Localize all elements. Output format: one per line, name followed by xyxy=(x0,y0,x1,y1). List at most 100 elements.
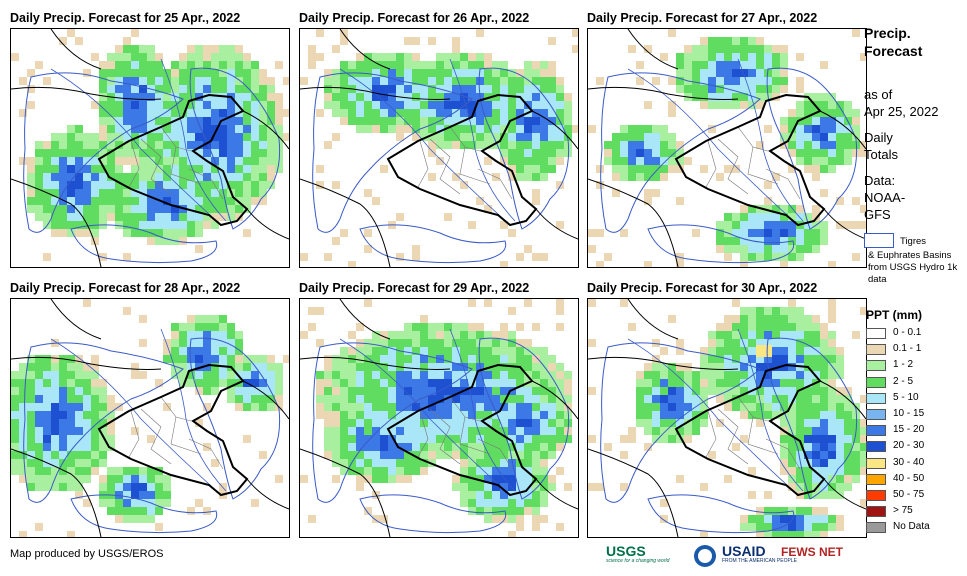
precip-cell xyxy=(852,221,860,229)
precip-cell xyxy=(35,435,43,443)
precip-cell xyxy=(476,459,484,467)
precip-cell xyxy=(540,355,548,363)
precip-cell xyxy=(436,133,444,141)
precip-cell xyxy=(131,363,139,371)
precip-cell xyxy=(548,443,556,451)
precip-cell xyxy=(444,85,452,93)
precip-cell xyxy=(316,53,324,61)
precip-cell xyxy=(772,323,780,331)
precip-cell xyxy=(91,173,99,181)
precip-cell xyxy=(51,459,59,467)
precip-cell xyxy=(484,347,492,355)
precip-cell xyxy=(812,435,820,443)
precip-cell xyxy=(316,395,324,403)
precip-cell xyxy=(35,451,43,459)
precip-cell xyxy=(628,435,636,443)
precip-cell xyxy=(804,467,812,475)
precip-cell xyxy=(804,245,812,253)
precip-cell xyxy=(508,467,516,475)
precip-cell xyxy=(756,213,764,221)
precip-cell xyxy=(780,125,788,133)
precip-cell xyxy=(492,125,500,133)
precip-cell xyxy=(139,173,147,181)
precip-cell xyxy=(844,483,852,491)
precip-cell xyxy=(27,387,35,395)
precip-cell xyxy=(660,403,668,411)
precip-cell xyxy=(828,101,836,109)
precip-cell xyxy=(67,197,75,205)
precip-map xyxy=(11,299,289,537)
precip-cell xyxy=(644,363,652,371)
precip-cell xyxy=(163,157,171,165)
precip-cell xyxy=(468,141,476,149)
precip-cell xyxy=(139,165,147,173)
precip-cell xyxy=(508,411,516,419)
precip-cell xyxy=(652,395,660,403)
precip-cell xyxy=(476,507,484,515)
precip-cell xyxy=(500,435,508,443)
precip-cell xyxy=(348,101,356,109)
precip-cell xyxy=(660,363,668,371)
precip-cell xyxy=(700,355,708,363)
precip-cell xyxy=(227,323,235,331)
precip-cell xyxy=(540,491,548,499)
precip-cell xyxy=(740,45,748,53)
precip-cell xyxy=(372,339,380,347)
precip-cell xyxy=(412,85,420,93)
province-boundary xyxy=(705,140,717,188)
precip-cell xyxy=(804,419,812,427)
precip-cell xyxy=(75,213,83,221)
precip-cell xyxy=(99,157,107,165)
precip-cell xyxy=(508,459,516,467)
precip-cell xyxy=(780,213,788,221)
precip-cell xyxy=(11,395,19,403)
precip-cell xyxy=(91,451,99,459)
precip-cell xyxy=(708,451,716,459)
precip-cell xyxy=(796,53,804,61)
precip-cell xyxy=(243,403,251,411)
precip-cell xyxy=(35,395,43,403)
precip-cell xyxy=(620,141,628,149)
precip-cell xyxy=(508,379,516,387)
precip-cell xyxy=(620,157,628,165)
precip-cell xyxy=(500,77,508,85)
precip-cell xyxy=(468,411,476,419)
precip-cell xyxy=(484,379,492,387)
iraq-border xyxy=(674,93,826,227)
province-boundary xyxy=(717,408,749,465)
precip-cell xyxy=(332,77,340,85)
precip-cell xyxy=(852,125,860,133)
precip-cell xyxy=(388,371,396,379)
precip-cell xyxy=(139,101,147,109)
precip-cell xyxy=(372,347,380,355)
precip-cell xyxy=(243,61,251,69)
precip-cell xyxy=(380,125,388,133)
precip-cell xyxy=(660,165,668,173)
precip-cell xyxy=(388,395,396,403)
precip-cell xyxy=(396,395,404,403)
precip-cell xyxy=(267,101,275,109)
precip-cell xyxy=(163,483,171,491)
basin-outline xyxy=(647,494,795,534)
precip-cell xyxy=(115,93,123,101)
precip-cell xyxy=(428,379,436,387)
precip-cell xyxy=(556,93,564,101)
precip-cell xyxy=(324,371,332,379)
precip-cell xyxy=(700,53,708,61)
precip-cell xyxy=(147,109,155,117)
province-boundary xyxy=(459,416,491,455)
precip-cell xyxy=(83,387,91,395)
precip-cell xyxy=(195,45,203,53)
precip-cell xyxy=(460,475,468,483)
precip-cell xyxy=(324,451,332,459)
precip-cell xyxy=(852,419,860,427)
panel-title: Daily Precip. Forecast for 29 Apr., 2022 xyxy=(299,281,530,295)
precip-cell xyxy=(267,77,275,85)
precip-cell xyxy=(316,411,324,419)
precip-cell xyxy=(412,69,420,77)
precip-cell xyxy=(67,531,75,537)
precip-cell xyxy=(171,229,179,237)
precip-cell xyxy=(724,245,732,253)
precip-cell xyxy=(372,53,380,61)
precip-cell xyxy=(532,459,540,467)
